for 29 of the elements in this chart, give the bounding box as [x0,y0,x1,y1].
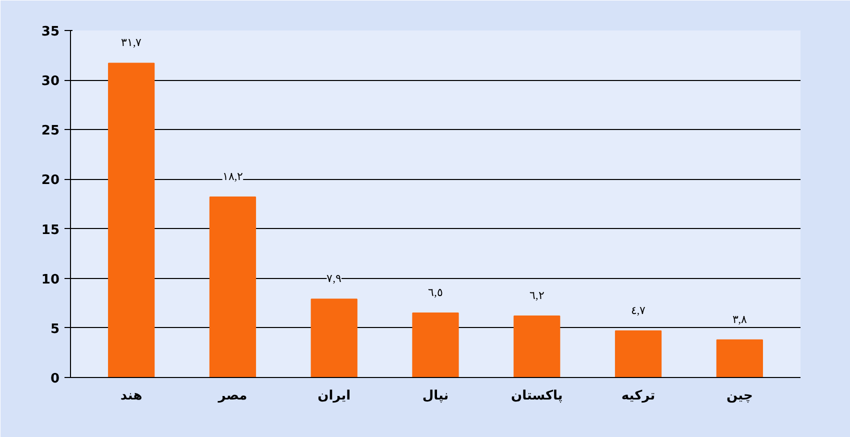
bar [716,339,763,378]
bar [514,316,560,378]
y-tick-label: 0 [50,372,60,386]
x-tick-label: ترکیه [621,388,656,404]
x-tick-label: ایران [318,388,351,404]
x-tick-label: چین [726,388,753,404]
x-tick-label: مصر [217,388,248,404]
data-label: ٣,٨ [732,314,748,326]
bar [412,312,459,378]
x-tick-label: نپال [422,388,449,404]
data-label: ٧,٩ [326,273,342,286]
y-tick-label: 15 [41,222,60,238]
data-label: ١٨,٢ [222,171,244,184]
y-tick-label: 30 [41,74,60,90]
data-label: ٦,٢ [530,290,544,302]
y-tick-label: 20 [41,173,60,188]
x-tick-label: پاکستان [510,388,563,404]
bar [614,330,662,378]
bar [209,196,256,378]
y-tick-label: 5 [50,322,60,337]
bar [108,62,155,378]
bar [310,298,358,378]
data-label: ٣١,٧ [120,37,142,50]
x-tick-label: هند [120,388,142,404]
y-tick-label: 10 [41,272,60,288]
data-label: ٤,٧ [630,304,646,317]
y-tick-label: 25 [41,124,60,139]
y-tick-label: 35 [41,24,60,40]
data-label: ٦,٥ [428,287,443,300]
